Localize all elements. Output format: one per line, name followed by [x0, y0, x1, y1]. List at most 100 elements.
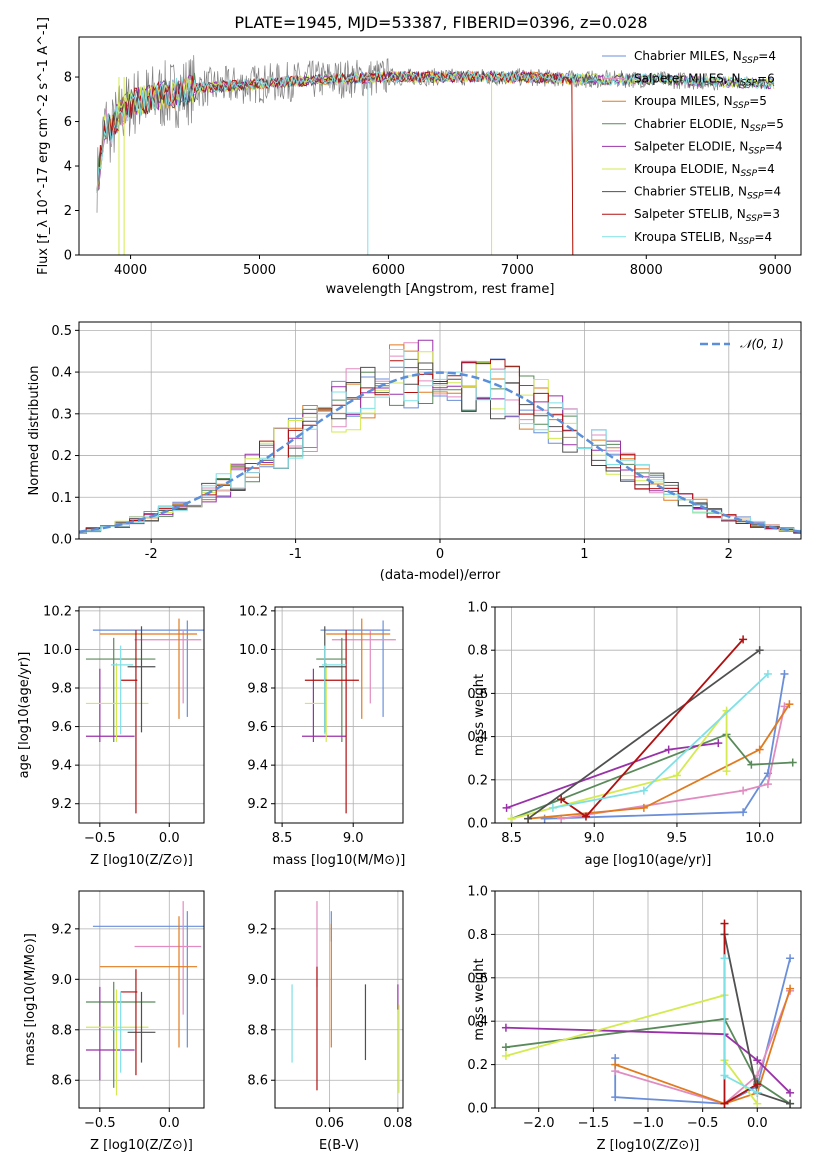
- residuals-plot-area: [79, 339, 801, 534]
- y-tick-label: 9.8: [51, 682, 72, 697]
- y-tick-label: 4: [64, 160, 72, 175]
- x-tick-label: 2: [725, 547, 733, 562]
- y-tick-label: 9.2: [247, 922, 268, 937]
- mass_vs_EBV-panel: 0.06 0.08 8.6 8.8 9.0 9.2 E(B-V): [247, 890, 412, 1153]
- legend-entry-subscript: SSP: [741, 79, 758, 89]
- y-tick-label: 9.0: [247, 973, 268, 988]
- y-tick-label: 0.4: [467, 1015, 488, 1030]
- legend-entry-suffix: =4: [764, 185, 782, 199]
- mass-weight-line: [511, 708, 728, 820]
- weight_vs_age-plot-area: [502, 635, 797, 823]
- spectrum-xlabel: wavelength [Angstrom, rest frame]: [326, 282, 555, 297]
- x-tick-label: 0.06: [315, 1116, 344, 1131]
- residuals-xlabel: (data-model)/error: [380, 568, 501, 583]
- y-tick-label: 10.0: [43, 643, 72, 658]
- x-tick-label: 10.0: [745, 831, 774, 846]
- y-tick-label: 0.4: [51, 366, 72, 381]
- y-tick-label: 0.0: [51, 533, 72, 548]
- mass-weight-line: [506, 742, 719, 809]
- x-tick-label: 0.0: [159, 831, 180, 846]
- x-tick-label: 0: [436, 547, 444, 562]
- x-tick-label: 9.5: [667, 831, 688, 846]
- legend-entry-subscript: SSP: [733, 101, 750, 111]
- x-tick-label: 0.08: [383, 1116, 412, 1131]
- y-tick-label: 9.4: [51, 759, 72, 774]
- legend-entry-label: Chabrier MILES, NSSP=4: [634, 49, 776, 66]
- legend-entry-text: Salpeter STELIB, N: [634, 207, 746, 221]
- y-tick-label: 1.0: [467, 601, 488, 616]
- mass_vs_Z-panel: −0.5 0.0 8.6 8.8 9.0 9.2 Z [log10(Z/Z⊙)] mass […: [23, 890, 205, 1153]
- x-tick-label: −0.5: [84, 831, 116, 846]
- x-tick-label: 0.0: [747, 1116, 768, 1131]
- y-tick-label: 0.1: [51, 491, 72, 506]
- mass-weight-line: [614, 990, 791, 1105]
- y-tick-label: 8: [64, 71, 72, 86]
- legend-entry-subscript: SSP: [738, 237, 755, 247]
- legend-entry-label: Salpeter MILES, NSSP=6: [634, 72, 775, 89]
- residual-histogram-step: [79, 349, 801, 534]
- age_vs_Z-plot-area: [85, 618, 204, 814]
- y-tick-label: 2: [64, 204, 72, 219]
- weight_vs_age-panel: 8.5 9.0 9.5 10.0 0.0 0.2 0.4 0.6 0.8 1.0 age [log1…: [467, 601, 802, 868]
- weight_vs_age-xlabel: age [log10(age/yr)]: [585, 853, 712, 868]
- mass-weight-line: [505, 994, 759, 1105]
- mass-weight-line: [505, 1026, 791, 1094]
- spectrum-plot-area: [96, 55, 775, 255]
- mass-weight-line: [552, 673, 769, 809]
- legend-entry-label: Chabrier STELIB, NSSP=4: [634, 185, 781, 202]
- y-tick-label: 9.6: [247, 720, 268, 735]
- normal-legend-label: 𝒩(0, 1): [740, 337, 784, 351]
- x-tick-label: −1.5: [578, 1116, 610, 1131]
- y-tick-label: 9.2: [247, 797, 268, 812]
- legend-entry-subscript: SSP: [746, 214, 763, 224]
- y-tick-label: 8.6: [247, 1074, 268, 1089]
- mass_vs_Z-ylabel: mass [log10(M/M⊙)]: [23, 933, 38, 1066]
- age_vs_Z-ylabel: age [log10(age/yr)]: [17, 652, 32, 779]
- residuals-ylabel: Normed distribution: [27, 366, 42, 496]
- mass-weight-line: [527, 649, 761, 820]
- mass_vs_EBV-plot-area: [291, 901, 400, 1093]
- y-tick-label: 0.0: [467, 817, 488, 832]
- age_vs_mass-xlabel: mass [log10(M/M⊙)]: [273, 853, 406, 868]
- mass_vs_Z-xlabel: Z [log10(Z/Z⊙)]: [90, 1138, 193, 1153]
- age_vs_mass-frame: [274, 606, 404, 824]
- legend-entry-suffix: =5: [766, 117, 784, 131]
- weight_vs_Z-panel: −2.0 −1.5 −1.0 −0.5 0.0 0.0 0.2 0.4 0.6 0.8 1.0 Z […: [467, 885, 802, 1153]
- y-tick-label: 9.2: [51, 922, 72, 937]
- y-tick-label: 0.2: [51, 449, 72, 464]
- y-tick-label: 1.0: [467, 885, 488, 900]
- y-tick-label: 0.2: [467, 773, 488, 788]
- legend-entry-label: Kroupa ELODIE, NSSP=4: [634, 162, 775, 179]
- legend-entry-text: Salpeter MILES, N: [634, 72, 741, 86]
- legend-entry-label: Chabrier ELODIE, NSSP=5: [634, 117, 784, 134]
- y-tick-label: 9.4: [247, 759, 268, 774]
- x-tick-label: 7000: [501, 263, 534, 278]
- age_vs_Z-xlabel: Z [log10(Z/Z⊙)]: [90, 853, 193, 868]
- legend-entry-text: Chabrier MILES, N: [634, 49, 742, 63]
- legend-entry-label: Kroupa MILES, NSSP=5: [634, 94, 767, 111]
- mass_vs_Z-plot-area: [85, 901, 204, 1096]
- mass-weight-line: [511, 733, 793, 820]
- legend-entry-text: Kroupa ELODIE, N: [634, 162, 741, 176]
- spectrum-frame: [78, 36, 802, 256]
- spectrum-panel: 4000 5000 6000 7000 8000 9000 0 2 4 6 8 wavelength …: [36, 17, 802, 297]
- mass_vs_Z-frame: [78, 890, 205, 1109]
- legend-entry-text: Salpeter ELODIE, N: [634, 139, 748, 153]
- x-tick-label: 9.0: [584, 831, 605, 846]
- y-tick-label: 0.5: [51, 324, 72, 339]
- y-tick-label: 6: [64, 115, 72, 130]
- x-tick-label: 8.5: [501, 831, 522, 846]
- y-tick-label: 0.8: [467, 644, 488, 659]
- mass_vs_EBV-xlabel: E(B-V): [319, 1138, 359, 1153]
- y-tick-label: 0.6: [467, 971, 488, 986]
- legend-entry-text: Chabrier ELODIE, N: [634, 117, 750, 131]
- y-tick-label: 0.8: [467, 928, 488, 943]
- y-tick-label: 0.2: [467, 1058, 488, 1073]
- age_vs_Z-frame: [78, 606, 205, 824]
- legend-entry-text: Chabrier STELIB, N: [634, 185, 747, 199]
- normal-distribution-curve: [79, 371, 801, 533]
- weight_vs_age-frame: [494, 606, 802, 824]
- weight_vs_Z-ylabel: mass weight: [472, 958, 487, 1040]
